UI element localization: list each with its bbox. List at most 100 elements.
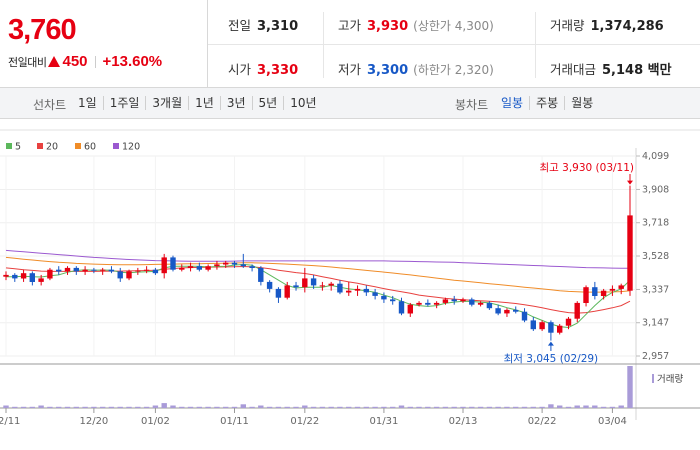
volume-bar [337,406,343,408]
divider [535,12,536,78]
volume-bar [214,406,220,408]
low-cell: 저가 3,300 (하한가 2,320) [338,59,494,78]
candle-body [126,271,132,279]
volume-bar [346,406,352,408]
ma120-line [5,249,630,269]
low-arrow-head [547,341,554,346]
candle-body [196,266,202,270]
candle-body [161,257,167,274]
volume-bar [557,405,563,408]
turnover-value: 5,148 백만 [602,63,672,78]
volume-bar [442,406,449,408]
volume-bar [583,405,589,408]
open-label: 시가 [228,62,252,77]
candle-body [477,302,484,305]
volume-bar [20,406,27,408]
candle-body [135,270,141,272]
candlestick-chart[interactable]: 4,099 3,908 3,718 3,528 3,337 3,147 2,957 12/11… [0,120,700,450]
line-chart-label: 선차트 [33,98,67,112]
y-tick-label: 3,528 [642,251,669,262]
candle-body [451,299,457,302]
chart-period-tabbar: 선차트 1일 1주일 3개월 1년 3년 5년 10년 봉차트 일봉 주봉 월봉 [0,88,700,119]
tab-1w[interactable]: 1주일 [102,96,146,110]
volume-bar [143,406,150,408]
y-tick-label: 4,099 [642,151,669,162]
candle-body [56,269,62,272]
volume-bar [266,406,273,408]
volume-bar [91,406,97,408]
candle-body [530,320,536,330]
candle-body [187,266,194,268]
change-rate: +13.60% [102,53,163,70]
volume-bar [451,406,457,408]
quote-info-grid: 전일 3,310 고가 3,930 (상한가 4,300) 거래량 1,374,… [208,0,700,88]
x-tick-label: 02/22 [528,416,557,427]
volume-bar [223,406,229,408]
candle-body [100,269,106,271]
current-price: 3,760 [8,14,77,46]
candle-body [284,285,290,298]
high-value: 3,930 [367,19,409,34]
volume-bar [284,406,290,408]
tab-daily[interactable]: 일봉 [501,96,524,110]
candle-body [346,290,352,293]
candle-body [20,273,27,279]
tab-3y[interactable]: 3년 [219,96,252,110]
candle-body [108,269,115,272]
y-tick-label: 3,337 [642,284,669,295]
candle-body [609,288,616,291]
volume-bar [275,406,282,408]
ma-legend-swatch [6,143,12,149]
volume-bar [548,404,554,408]
volume-bar [117,406,123,408]
volume-bar [3,405,9,408]
volume-legend-label: 거래량 [657,373,683,385]
candle-body [557,325,563,333]
divider [94,55,96,68]
candle-body [266,281,273,289]
volume-bar [12,406,18,408]
candle-body [416,302,422,305]
candle-body [152,269,159,274]
quote-header: 3,760 전일대비 450 +13.60% 전일 3,310 고가 3,930… [0,0,700,88]
volume-legend-swatch [652,374,654,383]
volume-bar [152,405,159,408]
tab-5y[interactable]: 5년 [251,96,284,110]
x-tick-label: 12/11 [0,416,20,427]
volume-bar [108,406,115,408]
volume-bar [425,406,431,408]
candle-body [539,322,545,330]
volume-bar [469,406,475,408]
volume-bar [565,406,572,408]
high-cell: 고가 3,930 (상한가 4,300) [338,15,494,34]
volume-bar [56,406,62,408]
tab-monthly[interactable]: 월봉 [564,96,599,110]
volume-bar [539,406,545,408]
candle-body [433,302,440,305]
turnover-cell: 거래대금 5,148 백만 [550,59,672,78]
volume-bar [328,406,334,408]
candle-body [205,266,211,270]
volume-bar [407,406,413,408]
volume-label: 거래량 [550,18,585,33]
volume-bar [179,406,185,408]
tab-1y[interactable]: 1년 [188,96,220,110]
lower-limit: (하한가 2,320) [413,63,494,77]
volume-bar [240,404,246,408]
tab-10y[interactable]: 10년 [283,96,322,110]
ma-legend-label: 120 [122,142,140,153]
volume-bar [126,406,132,408]
ma-legend-swatch [37,143,43,149]
tab-3m[interactable]: 3개월 [145,96,188,110]
candle-body [486,302,493,309]
tab-weekly[interactable]: 주봉 [529,96,564,110]
y-tick-label: 3,718 [642,218,669,229]
volume-bar [363,406,369,408]
volume-bar [574,405,580,408]
candle-body [214,264,220,267]
volume-bar [293,406,299,408]
tab-1d[interactable]: 1일 [78,96,97,110]
candle-body [293,285,299,288]
candle-body [29,273,35,282]
y-tick-label: 3,908 [642,184,669,195]
